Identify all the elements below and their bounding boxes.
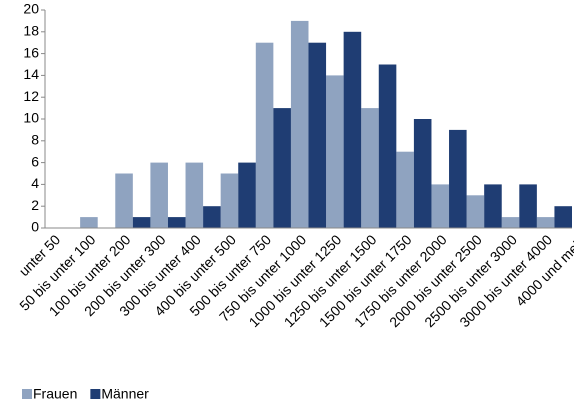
- bar: [238, 162, 256, 228]
- y-tick-label: 10: [23, 110, 39, 126]
- bar: [132, 217, 151, 228]
- bar: [273, 108, 291, 228]
- y-tick-label: 0: [31, 219, 39, 235]
- legend-swatch: [90, 389, 101, 399]
- legend-swatch: [22, 389, 32, 399]
- bar: [554, 206, 572, 228]
- bar: [255, 42, 274, 229]
- bar: [431, 184, 450, 228]
- y-tick-label: 20: [23, 1, 39, 17]
- bar: [167, 217, 186, 228]
- bar: [343, 31, 362, 228]
- y-tick-label: 18: [23, 23, 39, 39]
- y-tick-label: 2: [31, 197, 39, 213]
- y-tick-label: 4: [31, 175, 39, 191]
- bar: [326, 75, 344, 229]
- y-tick-label: 14: [23, 66, 39, 82]
- bar: [308, 42, 327, 229]
- y-tick-label: 16: [23, 44, 39, 60]
- bar: [290, 20, 309, 229]
- bar: [361, 108, 379, 228]
- bar: [150, 162, 168, 228]
- bar: [80, 217, 98, 228]
- bar: [203, 206, 221, 228]
- bar: [413, 119, 432, 228]
- bar: [396, 151, 414, 228]
- bar: [466, 195, 485, 228]
- bar: [519, 184, 537, 228]
- bar: [378, 64, 397, 228]
- y-tick-label: 6: [31, 153, 39, 169]
- bar: [536, 217, 555, 228]
- y-tick-label: 12: [23, 88, 39, 104]
- legend-label: Frauen: [33, 386, 77, 402]
- bar: [501, 217, 520, 228]
- bar: [115, 173, 133, 228]
- y-tick-label: 8: [31, 132, 39, 148]
- legend-label: Männer: [101, 386, 149, 402]
- bar: [449, 129, 467, 228]
- bar: [220, 173, 239, 228]
- bar: [185, 162, 204, 228]
- bar: [484, 184, 502, 228]
